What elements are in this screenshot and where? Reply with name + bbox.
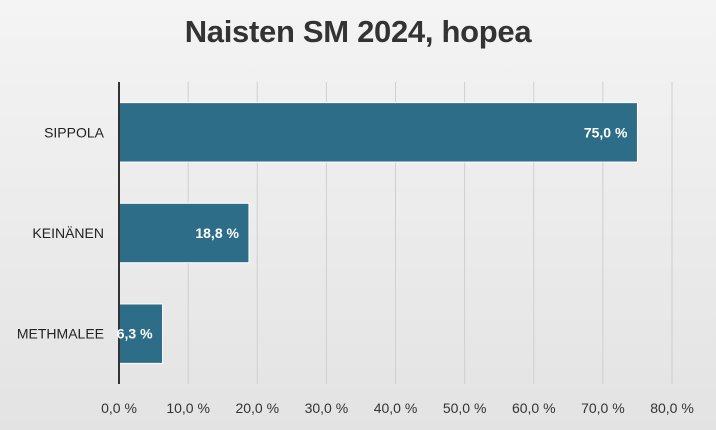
- bar: [118, 202, 250, 264]
- data-label: 6,3 %: [117, 326, 153, 342]
- chart-title: Naisten SM 2024, hopea: [184, 14, 532, 49]
- x-tick-label: 20,0 %: [235, 400, 279, 416]
- data-label: 18,8 %: [195, 225, 239, 241]
- x-tick-label: 30,0 %: [305, 400, 349, 416]
- x-tick-label: 40,0 %: [374, 400, 418, 416]
- labels: 0,0 % 10,0 % 20,0 % 30,0 % 40,0 % 50,0 % 60,0 …: [17, 124, 694, 416]
- x-tick-label: 0,0 %: [101, 400, 137, 416]
- bar: [118, 102, 638, 163]
- x-tick-label: 70,0 %: [581, 400, 625, 416]
- x-tick-label: 50,0 %: [443, 400, 487, 416]
- x-tick-label: 80,0 %: [650, 400, 694, 416]
- x-tick-label: 10,0 %: [166, 400, 210, 416]
- data-label: 75,0 %: [584, 124, 628, 140]
- category-label: KEINÄNEN: [32, 225, 104, 241]
- category-label: SIPPOLA: [44, 124, 105, 140]
- x-tick-label: 60,0 %: [512, 400, 556, 416]
- category-label: METHMALEE: [17, 326, 104, 342]
